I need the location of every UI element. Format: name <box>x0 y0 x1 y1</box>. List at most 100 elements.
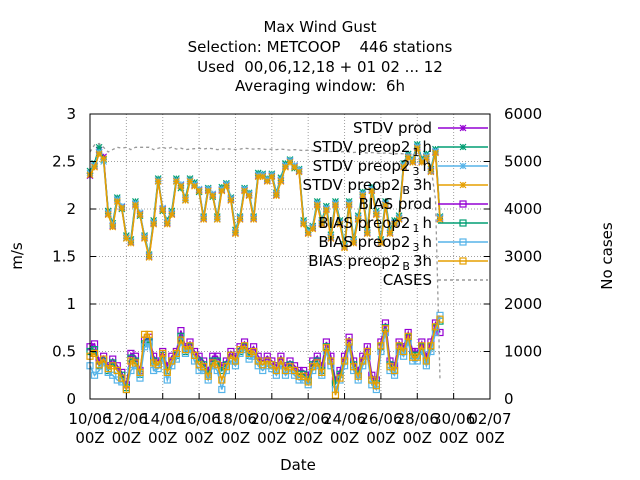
x-tick-label-hour: 00Z <box>330 429 359 447</box>
data-point <box>309 363 317 371</box>
legend-label: BIAS prod <box>359 195 432 213</box>
data-point <box>281 371 290 379</box>
data-point <box>195 361 203 369</box>
data-point <box>268 361 276 369</box>
data-point <box>95 143 103 151</box>
data-point <box>91 163 98 171</box>
data-point <box>218 376 226 384</box>
data-point <box>177 336 185 344</box>
data-point <box>295 168 303 176</box>
y-tick-label: 0 <box>66 390 76 408</box>
data-point <box>395 342 403 350</box>
data-point <box>359 357 367 365</box>
data-point <box>318 368 326 376</box>
data-point <box>272 371 280 379</box>
data-point <box>186 178 194 185</box>
data-point <box>418 159 426 166</box>
data-point <box>122 385 130 394</box>
data-point <box>345 333 353 341</box>
data-point <box>432 149 439 157</box>
data-point <box>436 328 444 337</box>
data-point <box>131 359 140 367</box>
data-point <box>386 363 394 371</box>
data-point <box>263 357 271 365</box>
data-point <box>304 230 312 238</box>
data-point <box>241 187 248 195</box>
data-point <box>163 376 171 384</box>
legend-marker <box>459 124 467 132</box>
data-point <box>336 374 344 382</box>
data-point <box>350 363 358 371</box>
data-point <box>177 182 185 190</box>
data-point <box>304 378 312 386</box>
data-point <box>282 163 289 171</box>
data-point <box>222 363 230 371</box>
data-point <box>122 235 130 242</box>
data-point <box>100 355 108 363</box>
data-point <box>286 159 294 166</box>
data-point <box>145 254 153 261</box>
y-tick-label: 3 <box>66 105 76 123</box>
data-point <box>404 332 412 340</box>
data-point <box>150 359 158 367</box>
x-tick-label-hour: 00Z <box>112 429 141 447</box>
data-point <box>118 204 126 212</box>
data-point <box>109 362 117 370</box>
data-point <box>163 220 171 228</box>
y-tick-label: 2 <box>66 200 76 218</box>
data-point <box>250 347 258 356</box>
data-point <box>232 230 239 238</box>
data-point <box>372 382 380 390</box>
x-tick-label-hour: 00Z <box>148 429 177 447</box>
data-point <box>295 372 303 380</box>
data-point <box>213 352 221 360</box>
data-point <box>104 211 112 219</box>
title-line-4: Averaging window: 6h <box>234 77 406 95</box>
x-tick-label-date: 18/06 <box>214 410 257 428</box>
legend-label: STDV preop2 1 h <box>313 138 432 159</box>
data-point <box>250 343 258 351</box>
x-tick-label-date: 22/06 <box>287 410 330 428</box>
data-point <box>168 211 176 219</box>
y-axis-label: m/s <box>8 242 26 270</box>
y-tick-label: 1.5 <box>52 248 76 266</box>
data-point <box>268 173 276 181</box>
data-point <box>118 374 126 382</box>
data-point <box>336 220 344 228</box>
data-point <box>168 357 176 365</box>
data-point <box>345 338 353 346</box>
data-point <box>322 206 330 214</box>
x-tick-label-date: 10/06 <box>68 410 111 428</box>
data-point <box>272 366 280 375</box>
legend-marker <box>459 238 467 246</box>
data-point <box>250 216 258 223</box>
data-point <box>345 201 353 209</box>
title-line-3: Used 00,06,12,18 + 01 02 ... 12 <box>197 58 443 76</box>
data-point <box>340 357 349 365</box>
data-point <box>163 368 171 376</box>
data-point <box>186 342 194 350</box>
data-point <box>222 182 230 190</box>
data-point <box>172 349 180 357</box>
series-7 <box>86 315 444 399</box>
axis-ticks: 0 0.5 1 1.5 2 2.5 3 0 1000 2000 3000 4000 5000 6000 10… <box>52 105 542 447</box>
data-point <box>90 371 99 379</box>
data-point <box>382 201 389 209</box>
data-point <box>400 352 408 360</box>
data-point <box>313 359 321 367</box>
x-tick-label-date: 14/06 <box>141 410 184 428</box>
data-point <box>381 325 390 333</box>
data-point <box>127 239 135 247</box>
data-point <box>204 372 212 380</box>
data-point <box>331 391 340 399</box>
data-point <box>204 187 212 195</box>
data-point <box>436 315 444 323</box>
y2-tick-label: 2000 <box>504 295 542 313</box>
legend-label: BIAS preop2 1 h <box>318 214 432 235</box>
data-point <box>140 330 149 338</box>
data-point <box>181 346 190 354</box>
data-point <box>136 368 144 376</box>
data-point <box>159 349 167 357</box>
x-tick-label-date: 20/06 <box>250 410 293 428</box>
data-point <box>159 206 167 214</box>
